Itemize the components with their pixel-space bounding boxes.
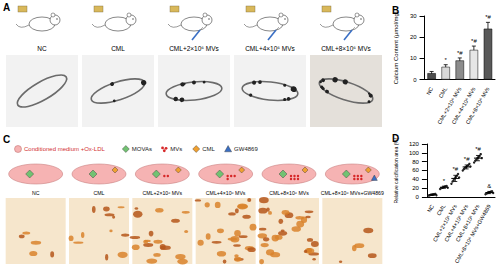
svg-text:*: * [445, 57, 448, 63]
svg-text:GW4869: GW4869 [234, 146, 258, 152]
svg-text:MVs: MVs [170, 146, 182, 152]
svg-text:Conditioned medium +Ox-LDL: Conditioned medium +Ox-LDL [24, 146, 106, 152]
svg-text:Relative calcification area (%: Relative calcification area (%) [393, 137, 399, 203]
svg-text:120: 120 [409, 141, 420, 147]
svg-text:NC: NC [32, 190, 40, 196]
svg-text:0: 0 [413, 77, 417, 83]
svg-text:NC: NC [37, 45, 47, 52]
svg-text:CML+4×10⁶ MVs: CML+4×10⁶ MVs [245, 45, 295, 52]
svg-text:CML: CML [111, 45, 125, 52]
svg-text:D: D [392, 133, 399, 144]
svg-text:*#: *# [471, 38, 477, 44]
svg-text:80: 80 [412, 159, 419, 165]
svg-text:&: & [487, 183, 491, 189]
svg-text:NC: NC [426, 203, 435, 213]
svg-text:CML+8×10⁶ MVs: CML+8×10⁶ MVs [321, 45, 371, 52]
svg-text:*#: *# [475, 146, 481, 152]
svg-text:60: 60 [412, 167, 419, 173]
svg-text:30: 30 [410, 13, 417, 19]
svg-text:20: 20 [412, 185, 419, 191]
svg-text:CML+2×10⁶ MVs: CML+2×10⁶ MVs [436, 86, 463, 126]
svg-text:CML: CML [202, 146, 215, 152]
svg-text:NC: NC [425, 86, 434, 96]
svg-text:CML+8×10⁶ MVs: CML+8×10⁶ MVs [464, 86, 490, 125]
svg-text:*#: *# [485, 14, 491, 20]
svg-text:B: B [392, 5, 399, 16]
svg-text:A: A [3, 2, 10, 13]
svg-text:CML+2×10⁶ MVs: CML+2×10⁶ MVs [143, 190, 183, 196]
svg-text:*#: *# [464, 156, 470, 162]
svg-text:CML+8×10⁶ MVs+GW4869: CML+8×10⁶ MVs+GW4869 [453, 203, 492, 264]
svg-text:10: 10 [410, 55, 417, 61]
svg-text:CML+8×10⁶ MVs+GW4869: CML+8×10⁶ MVs+GW4869 [321, 190, 384, 196]
svg-text:CML: CML [437, 86, 448, 99]
svg-text:*#: *# [457, 50, 463, 56]
svg-text:CML+2×10⁶ MVs: CML+2×10⁶ MVs [431, 203, 458, 243]
svg-text:C: C [3, 134, 10, 145]
svg-text:MOVAs: MOVAs [132, 146, 152, 152]
svg-text:40: 40 [412, 176, 419, 182]
svg-text:0: 0 [416, 194, 420, 200]
svg-text:20: 20 [410, 34, 417, 40]
svg-text:CML: CML [436, 203, 447, 216]
svg-text:CML: CML [94, 190, 105, 196]
svg-text:CML+8×10⁶ MVs: CML+8×10⁶ MVs [269, 190, 309, 196]
svg-text:CML+4×10⁶ MVs: CML+4×10⁶ MVs [450, 86, 477, 126]
svg-text:*: * [443, 178, 446, 184]
svg-text:CML+4×10⁶ MVs: CML+4×10⁶ MVs [206, 190, 246, 196]
svg-text:CML+2×10⁶ MVs: CML+2×10⁶ MVs [169, 45, 219, 52]
svg-text:*#: *# [452, 166, 458, 172]
svg-text:Calcium Content (μmol/mg): Calcium Content (μmol/mg) [393, 11, 399, 84]
svg-text:100: 100 [409, 150, 420, 156]
svg-text:CML+4×10⁶ MVs: CML+4×10⁶ MVs [443, 203, 470, 243]
